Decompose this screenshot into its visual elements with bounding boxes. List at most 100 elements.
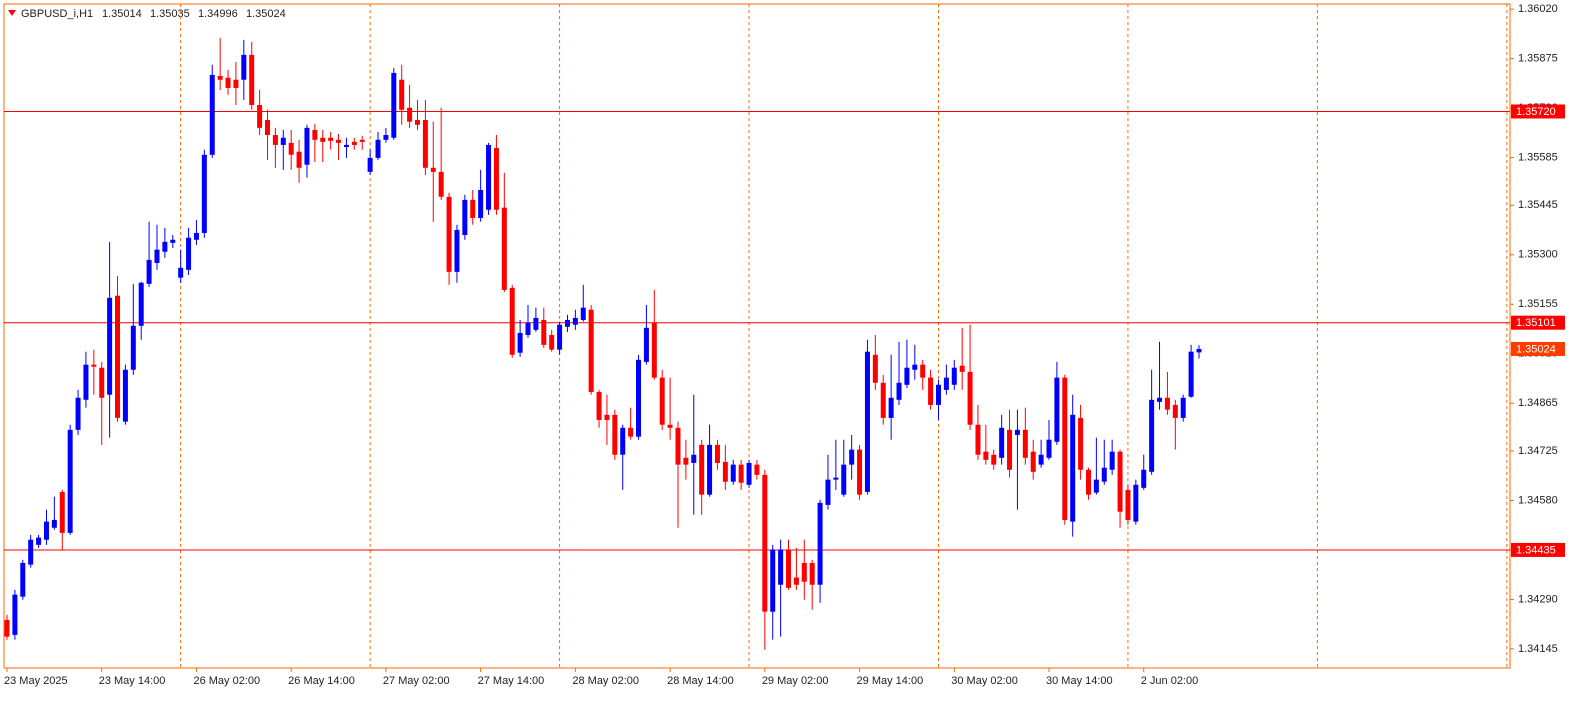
candle-body <box>422 120 428 168</box>
candle-body <box>1157 397 1163 402</box>
candle-body <box>193 232 199 240</box>
header-high: 1.35035 <box>150 8 190 20</box>
candle-body <box>1180 397 1186 418</box>
line-label-box <box>1511 542 1565 557</box>
x-tick-label: 26 May 14:00 <box>288 675 355 687</box>
candle-body <box>572 317 578 325</box>
x-tick-label: 27 May 14:00 <box>478 675 545 687</box>
candle-body <box>912 364 918 370</box>
candle-body <box>351 141 357 145</box>
candle-body <box>1149 399 1155 472</box>
candle-body <box>328 137 334 141</box>
candle-body <box>75 397 81 430</box>
candle-body <box>399 79 405 110</box>
candle-body <box>51 519 57 528</box>
candle-body <box>1093 479 1099 493</box>
candle-body <box>1014 429 1020 435</box>
x-tick-label: 30 May 14:00 <box>1046 675 1113 687</box>
candle-body <box>59 491 65 533</box>
y-tick-label: 1.34580 <box>1518 494 1558 506</box>
candle-body <box>407 107 413 122</box>
candle-body <box>525 322 531 335</box>
y-tick-label: 1.34725 <box>1518 445 1558 457</box>
candle-body <box>691 454 697 463</box>
candle-body <box>162 241 168 252</box>
candle-body <box>501 207 507 290</box>
candle-body <box>249 54 255 105</box>
candle-body <box>675 427 681 465</box>
candle-body <box>1022 429 1028 458</box>
header-close: 1.35024 <box>246 8 286 20</box>
candle-body <box>999 427 1005 458</box>
x-tick-label: 23 May 14:00 <box>99 675 166 687</box>
candle-body <box>959 365 965 372</box>
candle-body <box>778 549 784 585</box>
candle-body <box>186 237 192 270</box>
x-tick-label: 28 May 14:00 <box>667 675 734 687</box>
candle-body <box>667 424 673 428</box>
header-low: 1.34996 <box>198 8 238 20</box>
candle-body <box>991 454 997 465</box>
candle-body <box>659 377 665 425</box>
candle-body <box>872 354 878 383</box>
candle-body <box>596 391 602 420</box>
line-label-box <box>1511 104 1565 119</box>
y-tick-label: 1.35300 <box>1518 249 1558 261</box>
candle-body <box>478 189 484 218</box>
candle-body <box>533 317 539 330</box>
candle-body <box>801 562 807 582</box>
candle-body <box>233 79 239 88</box>
line-label: 1.34435 <box>1516 544 1556 556</box>
candle-body <box>359 139 365 142</box>
y-tick-label: 1.34145 <box>1518 643 1558 655</box>
candle-body <box>296 151 302 168</box>
price-label-box <box>1511 341 1565 356</box>
candle-body <box>841 464 847 495</box>
candle-body <box>1109 451 1115 470</box>
candle-body <box>178 267 184 278</box>
x-tick-label: 29 May 14:00 <box>857 675 924 687</box>
candle-body <box>1172 404 1178 418</box>
candle-body <box>383 135 389 140</box>
candle-body <box>612 414 618 455</box>
candle-body <box>115 295 121 418</box>
candle-body <box>67 429 73 533</box>
candle-body <box>225 77 231 88</box>
candle-body <box>146 259 152 284</box>
candle-body <box>604 414 610 420</box>
candle-body <box>928 377 934 405</box>
candle-body <box>438 171 444 197</box>
candle-body <box>446 196 452 272</box>
candle-body <box>707 444 713 495</box>
header-open: 1.35014 <box>102 8 142 20</box>
candle-body <box>122 369 128 422</box>
candle-body <box>375 139 381 158</box>
candle-body <box>857 449 863 495</box>
candle-body <box>1125 489 1131 520</box>
candle-body <box>36 537 42 545</box>
candle-body <box>312 129 318 140</box>
candle-body <box>730 464 736 482</box>
candle-body <box>983 451 989 460</box>
candle-body <box>1070 414 1076 522</box>
candle-body <box>714 444 720 463</box>
candle-body <box>265 120 271 136</box>
candle-body <box>1038 454 1044 465</box>
candle-body <box>793 577 799 585</box>
candle-body <box>154 249 160 263</box>
candle-body <box>722 461 728 482</box>
candle-body <box>91 364 97 367</box>
y-tick-label: 1.35155 <box>1518 298 1558 310</box>
candle-body <box>12 594 18 635</box>
candle-body <box>643 327 649 362</box>
header-marker <box>8 10 16 16</box>
candle-body <box>517 332 523 353</box>
y-tick-label: 1.35875 <box>1518 53 1558 65</box>
candle-body <box>201 154 207 233</box>
candle-body <box>4 619 10 637</box>
candle-body <box>1030 451 1036 472</box>
line-label: 1.35101 <box>1516 317 1556 329</box>
candle-body <box>1117 451 1123 512</box>
